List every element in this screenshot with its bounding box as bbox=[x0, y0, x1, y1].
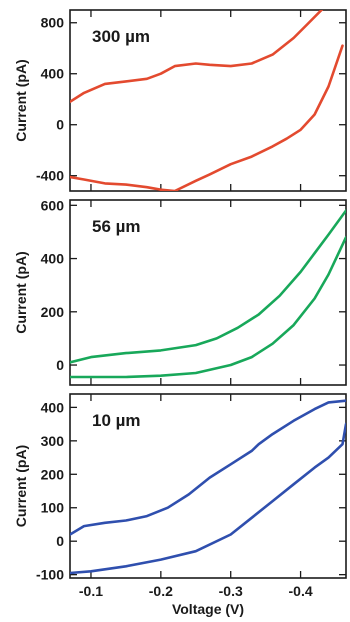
y-tick-label: 400 bbox=[41, 66, 65, 82]
series-line-2 bbox=[70, 209, 346, 364]
y-axis-label: Current (pA) bbox=[13, 59, 29, 141]
y-tick-label: 0 bbox=[56, 117, 64, 133]
y-axis-label: Current (pA) bbox=[13, 251, 29, 333]
x-tick-label: -0.4 bbox=[289, 583, 313, 599]
y-tick-label: 0 bbox=[56, 357, 64, 373]
y-tick-label: 200 bbox=[41, 304, 65, 320]
series-line-1 bbox=[70, 422, 346, 575]
x-tick-label: -0.3 bbox=[219, 583, 243, 599]
panel-title: 10 µm bbox=[92, 411, 141, 430]
y-tick-label: 400 bbox=[41, 251, 65, 267]
panel-56um: 0 200 400 600 56 µm Current (pA) bbox=[13, 197, 347, 386]
panel-300um: -400 0 400 800 300 µm Current (pA) bbox=[13, 9, 347, 192]
y-tick-label: 200 bbox=[41, 466, 65, 482]
x-axis-label: Voltage (V) bbox=[172, 601, 244, 617]
panel-title: 56 µm bbox=[92, 217, 141, 236]
y-tick-label: 300 bbox=[41, 433, 65, 449]
y-tick-label: -400 bbox=[36, 168, 64, 184]
y-tick-label: 600 bbox=[41, 197, 65, 213]
series-line-1 bbox=[70, 236, 346, 379]
series-line-2 bbox=[70, 399, 346, 536]
y-tick-label: 400 bbox=[41, 399, 65, 415]
y-axis-label: Current (pA) bbox=[13, 445, 29, 527]
plot-frame bbox=[69, 199, 347, 386]
y-tick-label: 100 bbox=[41, 500, 65, 516]
y-tick-label: 0 bbox=[56, 533, 64, 549]
y-tick-label: -100 bbox=[36, 567, 64, 583]
panel-title: 300 µm bbox=[92, 27, 150, 46]
series-line-2 bbox=[70, 10, 324, 104]
plot-frame bbox=[69, 393, 347, 579]
x-tick-label: -0.1 bbox=[79, 583, 103, 599]
panel-10um: -100 0 100 200 300 400 -0.1 -0.2 -0.3 -0.4 10 µm Cu… bbox=[13, 393, 347, 617]
x-tick-label: -0.2 bbox=[149, 583, 173, 599]
series-line-1 bbox=[70, 44, 344, 191]
y-tick-label: 800 bbox=[41, 15, 65, 31]
